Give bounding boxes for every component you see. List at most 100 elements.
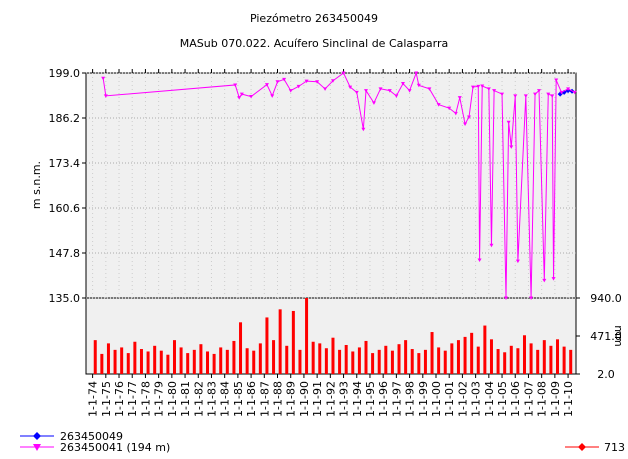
bar xyxy=(357,347,361,374)
bar xyxy=(351,351,355,374)
x-tick-label: 1-1-87 xyxy=(258,381,271,417)
marker xyxy=(453,111,458,116)
bar xyxy=(390,350,394,374)
marker xyxy=(463,122,468,126)
marker xyxy=(239,92,244,97)
bar xyxy=(470,332,474,374)
x-tick-label: 1-1-79 xyxy=(153,381,166,417)
y-tick-label: 135.0 xyxy=(49,292,81,305)
bar xyxy=(410,349,414,374)
marker xyxy=(364,89,368,93)
bar xyxy=(404,340,408,374)
y2-tick-label: 2.0 xyxy=(597,368,615,381)
marker xyxy=(237,96,242,100)
marker xyxy=(387,89,392,93)
bar xyxy=(126,353,130,374)
bar xyxy=(245,348,249,374)
marker xyxy=(572,90,577,95)
x-tick-label: 1-1-75 xyxy=(100,381,113,417)
x-tick-label: 1-1-06 xyxy=(509,381,522,417)
marker xyxy=(348,85,353,90)
bar xyxy=(437,347,441,374)
marker xyxy=(436,103,441,107)
marker xyxy=(523,94,528,98)
marker xyxy=(304,79,309,84)
marker xyxy=(371,101,376,105)
marker xyxy=(361,127,366,132)
y2-tick-label: 940.0 xyxy=(590,292,622,305)
x-tick-label: 1-1-08 xyxy=(536,381,549,417)
x-tick-label: 1-1-03 xyxy=(470,381,483,417)
marker xyxy=(551,277,556,281)
bar xyxy=(172,340,176,374)
bar xyxy=(232,340,236,374)
marker xyxy=(341,71,346,75)
bar xyxy=(120,347,124,374)
bar xyxy=(146,351,150,374)
marker xyxy=(500,92,505,97)
bar xyxy=(364,340,368,374)
x-tick-label: 1-1-97 xyxy=(390,381,403,417)
plot-area xyxy=(85,72,577,299)
marker xyxy=(296,84,301,89)
bar xyxy=(206,351,210,374)
y2-tick-label: 471.0 xyxy=(590,330,622,343)
bar xyxy=(291,310,295,374)
marker xyxy=(400,82,405,86)
x-tick-label: 1-1-02 xyxy=(456,381,469,417)
x-tick-label: 1-1-83 xyxy=(205,381,218,417)
marker xyxy=(288,89,293,93)
x-tick-label: 1-1-04 xyxy=(483,381,496,417)
bar xyxy=(536,349,540,374)
x-tick-label: 1-1-84 xyxy=(219,381,232,417)
marker xyxy=(529,296,534,300)
bar xyxy=(509,345,513,374)
bar xyxy=(423,349,427,374)
marker xyxy=(457,96,462,100)
bar xyxy=(298,349,302,374)
x-tick-label: 1-1-95 xyxy=(364,381,377,417)
marker xyxy=(270,94,275,98)
bar xyxy=(106,343,110,374)
bar xyxy=(318,343,322,374)
bar xyxy=(219,347,223,374)
x-tick-label: 1-1-98 xyxy=(404,381,417,417)
bar xyxy=(305,298,309,374)
x-tick-label: 1-1-93 xyxy=(338,381,351,417)
marker xyxy=(470,85,475,90)
x-tick-label: 1-1-74 xyxy=(87,381,100,417)
x-tick-label: 1-1-07 xyxy=(522,381,535,417)
bar xyxy=(456,340,460,374)
bar xyxy=(324,348,328,374)
x-tick-label: 1-1-76 xyxy=(113,381,126,417)
marker xyxy=(515,259,520,264)
marker xyxy=(275,80,280,84)
marker xyxy=(354,90,359,95)
bar xyxy=(397,344,401,374)
marker xyxy=(264,83,269,87)
bar xyxy=(569,349,573,374)
legend-label: 713 xyxy=(604,441,625,454)
bar xyxy=(331,337,335,374)
marker xyxy=(315,80,320,84)
marker xyxy=(323,87,328,91)
bar xyxy=(311,341,315,374)
bar xyxy=(496,349,500,374)
bar xyxy=(258,343,262,374)
marker xyxy=(447,106,452,111)
bar xyxy=(338,349,342,374)
bar xyxy=(100,353,104,374)
marker xyxy=(542,278,547,283)
bar xyxy=(463,336,467,374)
marker xyxy=(427,87,432,91)
bar xyxy=(430,332,434,374)
bar xyxy=(192,349,196,374)
bar xyxy=(239,322,243,374)
bar xyxy=(476,346,480,374)
bar xyxy=(133,341,137,374)
bar xyxy=(529,343,533,374)
bar xyxy=(199,344,203,374)
bar xyxy=(265,317,269,374)
x-tick-label: 1-1-00 xyxy=(430,381,443,417)
